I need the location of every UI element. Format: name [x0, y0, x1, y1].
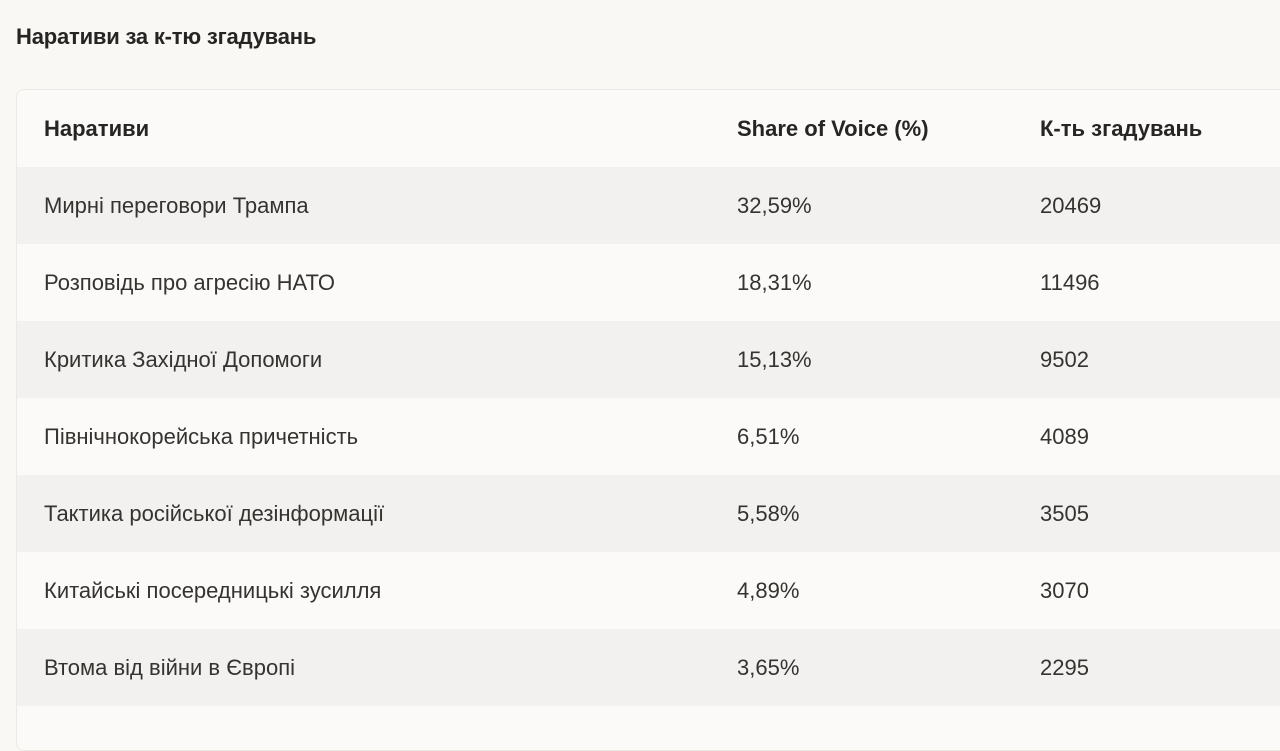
count-cell: 3505: [1040, 500, 1089, 526]
count-cell: 9502: [1040, 346, 1089, 372]
count-cell: 3070: [1040, 577, 1089, 603]
narrative-cell: Розповідь про агресію НАТО: [44, 269, 336, 295]
narrative-cell: Мирні переговори Трампа: [44, 192, 309, 218]
narrative-cell: Критика Західної Допомоги: [44, 346, 323, 372]
table-row: Критика Західної Допомоги 15,13% 9502: [17, 321, 1280, 398]
count-cell: [1013, 706, 1280, 750]
table-row: Китайські посередницькі зусилля 4,89% 30…: [17, 552, 1280, 629]
share-cell: 5,58%: [737, 500, 800, 526]
share-cell: 32,59%: [737, 192, 812, 218]
narrative-cell: [17, 706, 710, 750]
narrative-cell: Китайські посередницькі зусилля: [44, 577, 382, 603]
section-title: Наративи за к-тю згадувань: [16, 24, 317, 49]
count-cell: 11496: [1040, 269, 1100, 295]
narratives-table: Наративи Share of Voice (%) К-ть згадува…: [17, 90, 1280, 750]
column-header-share-of-voice[interactable]: Share of Voice (%): [737, 115, 929, 141]
table-row: Північнокорейська причетність 6,51% 4089: [17, 398, 1280, 475]
count-cell: 2295: [1040, 654, 1089, 680]
share-cell: [710, 706, 1013, 750]
table-row: Тактика російської дезінформації 5,58% 3…: [17, 475, 1280, 552]
narrative-cell: Північнокорейська причетність: [44, 423, 359, 449]
narrative-cell: Втома від війни в Європі: [44, 654, 295, 680]
header-row: Наративи Share of Voice (%) К-ть згадува…: [17, 90, 1280, 167]
table-row: [17, 706, 1280, 750]
count-cell: 20469: [1040, 192, 1102, 218]
table-body: Мирні переговори Трампа 32,59% 20469 Роз…: [17, 167, 1280, 750]
column-header-narratives[interactable]: Наративи: [44, 115, 150, 141]
share-cell: 3,65%: [737, 654, 800, 680]
share-cell: 15,13%: [737, 346, 812, 372]
share-cell: 18,31%: [737, 269, 812, 295]
table-row: Втома від війни в Європі 3,65% 2295: [17, 629, 1280, 706]
share-cell: 6,51%: [737, 423, 800, 449]
table-row: Розповідь про агресію НАТО 18,31% 11496: [17, 244, 1280, 321]
count-cell: 4089: [1040, 423, 1089, 449]
narratives-table-card: Наративи Share of Voice (%) К-ть згадува…: [16, 89, 1280, 751]
share-cell: 4,89%: [737, 577, 800, 603]
table-header: Наративи Share of Voice (%) К-ть згадува…: [17, 90, 1280, 167]
narrative-cell: Тактика російської дезінформації: [44, 500, 385, 526]
table-row: Мирні переговори Трампа 32,59% 20469: [17, 167, 1280, 244]
column-header-mentions-count[interactable]: К-ть згадувань: [1040, 115, 1203, 141]
